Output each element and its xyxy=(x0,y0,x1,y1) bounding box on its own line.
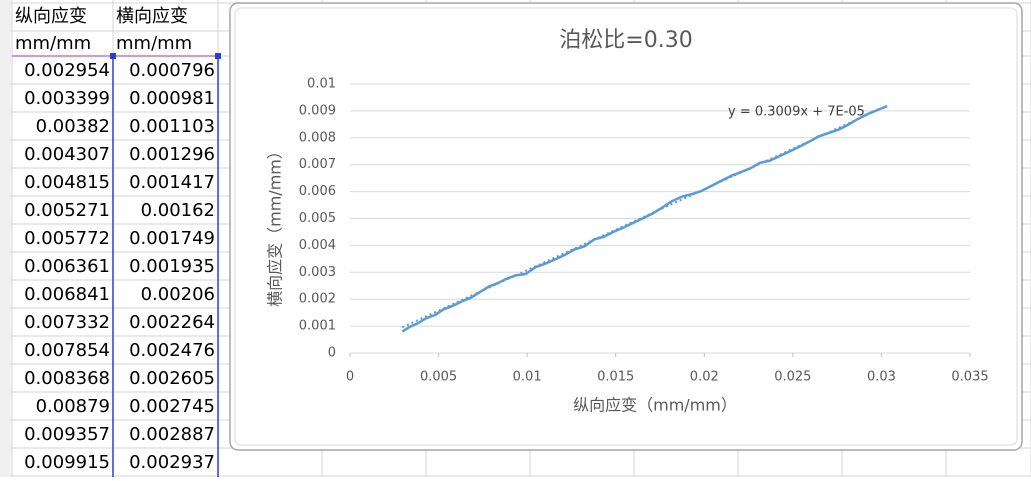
y-tick-label: 0.008 xyxy=(299,130,336,145)
y-tick-label: 0.006 xyxy=(299,184,336,199)
number-cell: 0.005772 xyxy=(24,228,110,249)
number-cell: 0.002476 xyxy=(129,340,215,361)
selection-handle xyxy=(215,53,221,59)
y-tick-label: 0.001 xyxy=(299,319,336,334)
number-cell: 0.00162 xyxy=(141,200,215,221)
number-cell: 0.002745 xyxy=(129,396,215,417)
number-cell: 0.00382 xyxy=(36,116,110,137)
x-tick-label: 0.025 xyxy=(774,370,811,385)
chart-title: 泊松比=0.30 xyxy=(559,28,692,53)
number-cell: 0.009915 xyxy=(24,452,110,473)
number-cell: 0.002605 xyxy=(129,368,215,389)
trendline-label: y = 0.3009x + 7E-05 xyxy=(728,105,865,120)
x-tick-label: 0.03 xyxy=(867,370,896,385)
header-cell: 横向应变 xyxy=(116,6,188,27)
number-cell: 0.004815 xyxy=(24,172,110,193)
x-tick-label: 0.01 xyxy=(513,370,542,385)
number-cell: 0.006361 xyxy=(24,256,110,277)
number-cell: 0.001935 xyxy=(129,256,215,277)
y-tick-label: 0.01 xyxy=(307,77,336,92)
y-axis-label: 横向应变（mm/mm） xyxy=(266,143,285,307)
unit-cell: mm/mm xyxy=(116,33,192,54)
chart: 泊松比=0.30 纵向应变（mm/mm） 横向应变（mm/mm） 0 0.001 0… xyxy=(266,28,989,415)
number-cell: 0.006841 xyxy=(24,284,110,305)
y-tick-label: 0.002 xyxy=(299,292,336,307)
number-cell: 0.001103 xyxy=(129,116,215,137)
number-cell: 0.002954 xyxy=(24,60,110,81)
number-cell: 0.008368 xyxy=(24,368,110,389)
x-tick-label: 0.015 xyxy=(597,370,634,385)
trendline xyxy=(401,104,888,329)
number-cell: 0.003399 xyxy=(24,88,110,109)
x-tick-label: 0 xyxy=(346,370,354,385)
x-axis-label: 纵向应变（mm/mm） xyxy=(573,396,737,415)
x-tick-label: 0.035 xyxy=(951,370,988,385)
number-cell: 0.002937 xyxy=(129,452,215,473)
number-cell: 0.002264 xyxy=(129,312,215,333)
x-tick-label: 0.02 xyxy=(690,370,719,385)
unit-cell: mm/mm xyxy=(15,33,91,54)
y-tick-label: 0.009 xyxy=(299,103,336,118)
number-cell: 0.00206 xyxy=(141,284,215,305)
y-tick-label: 0.007 xyxy=(299,157,336,172)
number-cell: 0.001417 xyxy=(129,172,215,193)
y-tick-label: 0.004 xyxy=(299,238,336,253)
row-header-strip xyxy=(0,0,11,477)
number-cell: 0.00879 xyxy=(36,396,110,417)
number-cell: 0.007332 xyxy=(24,312,110,333)
selection-handle xyxy=(110,53,116,59)
number-cell: 0.001749 xyxy=(129,228,215,249)
header-cell: 纵向应变 xyxy=(15,6,87,27)
x-tick-label: 0.005 xyxy=(420,370,457,385)
number-cell: 0.009357 xyxy=(24,424,110,445)
y-tick-label: 0 xyxy=(328,346,336,361)
y-tick-label: 0.005 xyxy=(299,211,336,226)
number-cell: 0.000796 xyxy=(129,60,215,81)
y-tick-label: 0.003 xyxy=(299,265,336,280)
number-cell: 0.000981 xyxy=(129,88,215,109)
number-cell: 0.005271 xyxy=(24,200,110,221)
number-cell: 0.007854 xyxy=(24,340,110,361)
number-cell: 0.002887 xyxy=(129,424,215,445)
number-cell: 0.004307 xyxy=(24,144,110,165)
number-cell: 0.001296 xyxy=(129,144,215,165)
